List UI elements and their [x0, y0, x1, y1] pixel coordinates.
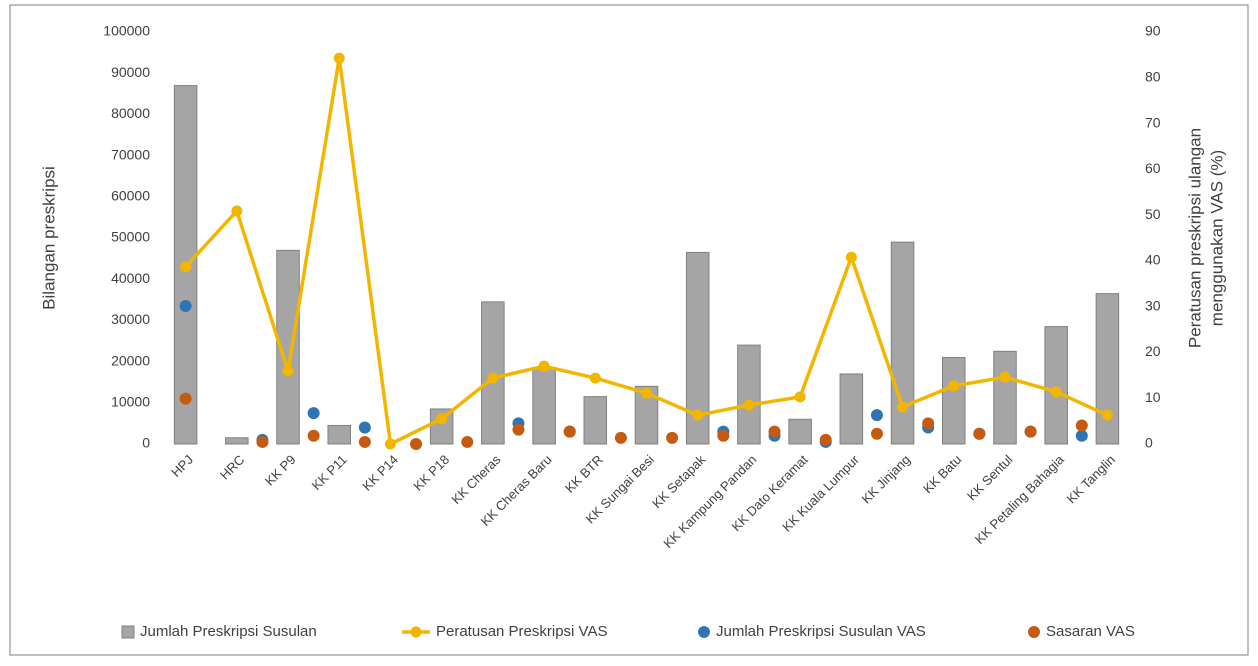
legend-swatch	[1028, 626, 1040, 638]
line-marker	[180, 261, 192, 273]
dot	[614, 431, 627, 444]
bar	[225, 437, 249, 445]
line-marker	[641, 387, 652, 399]
legend-swatch	[410, 626, 422, 638]
y2-axis-title: Peratusan preskripsi ulangan	[1185, 128, 1204, 348]
bar	[685, 251, 710, 445]
dot	[358, 421, 371, 434]
bar	[276, 249, 300, 445]
bar	[1044, 326, 1068, 445]
dot	[973, 427, 986, 440]
dot	[179, 392, 192, 405]
bar	[788, 418, 812, 445]
dot	[1075, 419, 1088, 432]
dot	[563, 425, 576, 438]
line-marker	[948, 380, 960, 392]
bar	[634, 385, 659, 445]
y2-tick-label: 80	[1145, 68, 1161, 84]
y-tick-label: 20000	[111, 352, 150, 368]
bar	[737, 344, 761, 445]
dot	[922, 417, 935, 430]
dot	[256, 435, 269, 448]
y2-tick-label: 10	[1145, 389, 1161, 405]
y2-tick-label: 30	[1145, 297, 1161, 313]
bar	[1095, 293, 1120, 445]
dot	[1075, 429, 1088, 442]
line-marker	[999, 371, 1011, 383]
line-marker	[1050, 386, 1062, 398]
line-marker	[743, 399, 755, 411]
y-tick-label: 60000	[111, 188, 150, 204]
y-tick-label: 50000	[111, 229, 150, 245]
bar	[583, 396, 608, 445]
line-marker	[487, 372, 499, 384]
bar	[890, 241, 915, 445]
dot	[819, 433, 832, 446]
y-axis-title: Bilangan preskripsi	[39, 166, 58, 310]
y-tick-label: 40000	[111, 270, 150, 286]
line-marker	[231, 205, 243, 217]
line-marker	[333, 52, 345, 64]
y-tick-label: 10000	[111, 394, 150, 410]
bar	[327, 424, 352, 445]
legend-label: Jumlah Preskripsi Susulan	[140, 623, 317, 640]
y2-tick-label: 70	[1145, 114, 1161, 130]
y-tick-label: 100000	[103, 23, 150, 39]
y-tick-label: 80000	[111, 105, 150, 121]
dot	[410, 438, 423, 450]
line-marker	[589, 372, 601, 384]
legend-label: Jumlah Preskripsi Susulan VAS	[716, 623, 926, 640]
dot	[1024, 425, 1037, 438]
bar	[839, 373, 864, 445]
legend-label: Peratusan Preskripsi VAS	[436, 623, 607, 640]
dot	[358, 435, 371, 448]
bar	[941, 356, 966, 445]
line-marker	[538, 360, 550, 372]
line-marker	[897, 401, 909, 413]
dot	[461, 435, 474, 448]
y-tick-label: 90000	[111, 64, 150, 80]
line-marker	[794, 391, 806, 403]
y2-tick-label: 0	[1145, 435, 1153, 451]
legend-swatch	[121, 625, 135, 639]
dot	[512, 423, 525, 436]
line-marker	[845, 251, 857, 263]
line-marker	[384, 438, 396, 450]
line-marker	[436, 413, 448, 425]
bar	[429, 408, 454, 445]
y-tick-label: 70000	[111, 146, 150, 162]
dot	[307, 429, 320, 442]
legend-swatch	[698, 626, 710, 638]
y2-axis-title: menggunakan VAS (%)	[1207, 150, 1226, 326]
chart-border	[9, 4, 1249, 656]
line-marker	[692, 409, 704, 421]
y2-tick-label: 50	[1145, 206, 1161, 222]
y2-tick-label: 20	[1145, 343, 1161, 359]
bar	[993, 350, 1017, 445]
dot	[307, 407, 320, 420]
y-tick-label: 30000	[111, 311, 150, 327]
y2-tick-label: 90	[1145, 23, 1161, 39]
dot	[768, 425, 781, 438]
y-tick-label: 0	[142, 435, 150, 451]
y2-tick-label: 40	[1145, 252, 1161, 268]
line-marker	[282, 365, 294, 377]
line-marker	[1101, 409, 1113, 421]
legend-label: Sasaran VAS	[1046, 623, 1135, 640]
dot	[179, 299, 192, 312]
dot	[870, 427, 883, 440]
dot	[870, 409, 883, 422]
bar	[532, 367, 556, 445]
dot	[717, 429, 730, 442]
y2-tick-label: 60	[1145, 160, 1161, 176]
dot	[666, 431, 679, 444]
